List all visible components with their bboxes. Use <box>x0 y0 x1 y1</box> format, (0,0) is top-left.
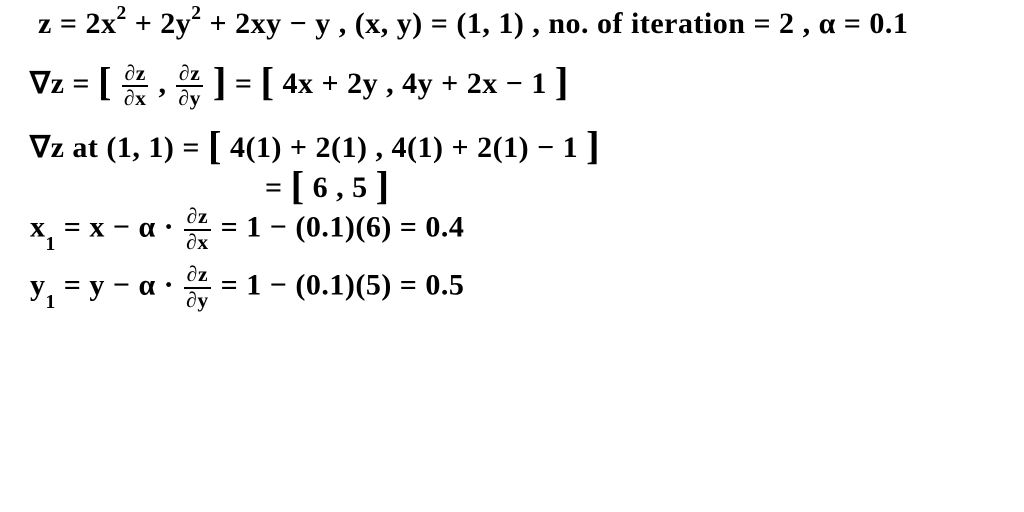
dz-dy-fraction-2: ∂z ∂y <box>184 264 210 311</box>
lbracket4-icon: [ <box>291 163 305 208</box>
grad-component-y: 4y + 2x − 1 <box>402 67 547 100</box>
eq: = <box>60 7 86 40</box>
comma2: , <box>386 67 402 100</box>
line-4: = [ 6 , 5 ] <box>265 160 390 207</box>
handwritten-math-page: z = 2x2 + 2y2 + 2xy − y , (x, y) = (1, 1… <box>0 0 1024 512</box>
sep-2: , <box>532 7 548 40</box>
grad-at-point: ∇z at (1, 1) = <box>30 131 208 164</box>
grad-component-x: 4x + 2y <box>283 67 379 100</box>
term-2y2-base: + 2y <box>135 7 192 40</box>
dz-dx-fraction-2: ∂z ∂x <box>184 206 210 253</box>
dz-dx-num: ∂z <box>122 63 148 88</box>
eq2: = <box>235 67 261 100</box>
rbracket3-icon: ] <box>586 123 600 168</box>
y1-mid: = y − α · <box>64 268 182 301</box>
lbracket-icon: [ <box>98 59 112 104</box>
dz-dx-den-2: ∂x <box>184 231 210 254</box>
dz-dx-den: ∂x <box>122 87 148 110</box>
var-z: z <box>38 7 52 40</box>
x1-var: x <box>30 210 46 243</box>
sep-3: , <box>803 7 819 40</box>
line-2: ∇z = [ ∂z ∂x , ∂z ∂y ] = [ 4x + 2y , 4y … <box>30 56 569 110</box>
rbracket2-icon: ] <box>555 59 569 104</box>
exp-2-b: 2 <box>191 3 201 24</box>
term-2x2-base: 2x <box>85 7 116 40</box>
initial-point: (x, y) = (1, 1) <box>355 7 525 40</box>
y1-rhs: = 1 − (0.1)(5) = 0.5 <box>221 268 465 301</box>
x1-rhs: = 1 − (0.1)(6) = 0.4 <box>221 210 465 243</box>
comma: , <box>158 67 174 100</box>
rbracket4-icon: ] <box>376 163 390 208</box>
grad-z: ∇z = <box>30 67 98 100</box>
line-1: z = 2x2 + 2y2 + 2xy − y , (x, y) = (1, 1… <box>38 6 908 41</box>
dz-dy-num-2: ∂z <box>184 264 210 289</box>
lbracket3-icon: [ <box>208 123 222 168</box>
exp-2-a: 2 <box>116 3 126 24</box>
grad-val-y: 5 <box>352 171 368 204</box>
dz-dy-den: ∂y <box>176 87 202 110</box>
y1-subscript: 1 <box>46 292 56 313</box>
comma4: , <box>336 171 352 204</box>
dz-dy-den-2: ∂y <box>184 289 210 312</box>
term-rest: + 2xy − y <box>210 7 331 40</box>
iteration-count: no. of iteration = 2 <box>548 7 794 40</box>
eq4: = <box>265 171 291 204</box>
rbracket-icon: ] <box>213 59 227 104</box>
dz-dx-fraction: ∂z ∂x <box>122 63 148 110</box>
lbracket2-icon: [ <box>261 59 275 104</box>
dz-dx-num-2: ∂z <box>184 206 210 231</box>
x1-mid: = x − α · <box>64 210 182 243</box>
dz-dy-num: ∂z <box>176 63 202 88</box>
alpha-value: α = 0.1 <box>819 7 909 40</box>
grad-val-x: 6 <box>313 171 329 204</box>
eval-y-comp: 4(1) + 2(1) − 1 <box>392 131 579 164</box>
line-6: y1 = y − α · ∂z ∂y = 1 − (0.1)(5) = 0.5 <box>30 264 464 311</box>
sep-1: , <box>339 7 355 40</box>
y1-var: y <box>30 268 46 301</box>
dz-dy-fraction: ∂z ∂y <box>176 63 202 110</box>
line-5: x1 = x − α · ∂z ∂x = 1 − (0.1)(6) = 0.4 <box>30 206 464 253</box>
x1-subscript: 1 <box>46 234 56 255</box>
